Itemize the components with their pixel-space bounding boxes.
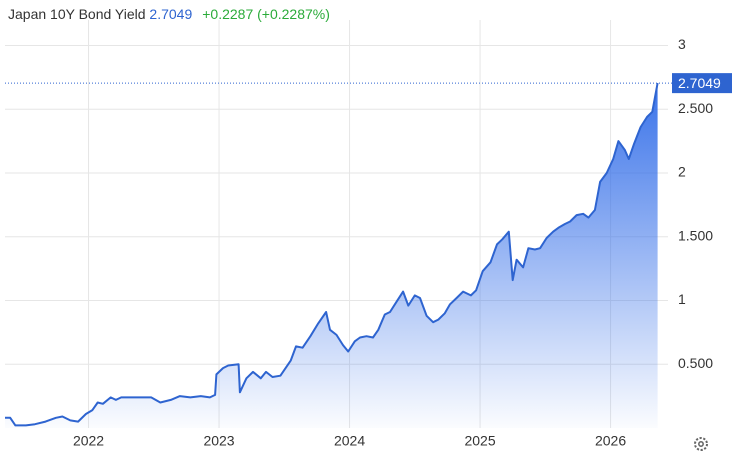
gear-teeth — [694, 437, 708, 451]
plot — [5, 82, 659, 428]
chart-title: Japan 10Y Bond Yield 2.7049 +0.2287 (+0.2… — [8, 6, 330, 22]
x-tick-label: 2025 — [464, 433, 495, 449]
current-value-box — [672, 73, 732, 94]
x-tick-label: 2024 — [334, 433, 365, 449]
current-value-label: 2.7049 — [678, 75, 721, 91]
x-tick-label: 2023 — [203, 433, 234, 449]
gear-center — [698, 441, 704, 447]
area — [5, 83, 658, 428]
line — [5, 82, 659, 427]
x-tick-label: 2026 — [595, 433, 626, 449]
current-value: 2.7049 — [149, 6, 192, 22]
y-tick-label: 1 — [678, 291, 686, 307]
title-text: Japan 10Y Bond Yield — [8, 6, 146, 22]
settings-icon[interactable] — [694, 437, 708, 451]
x-tick-label: 2022 — [73, 433, 104, 449]
y-tick-label: 2.500 — [678, 100, 713, 116]
y-tick-label: 2 — [678, 164, 686, 180]
change: +0.2287 (+0.2287%) — [202, 6, 330, 22]
y-tick-label: 0.500 — [678, 355, 713, 371]
y-tick-label: 3 — [678, 36, 686, 52]
y-tick-label: 1.500 — [678, 227, 713, 243]
